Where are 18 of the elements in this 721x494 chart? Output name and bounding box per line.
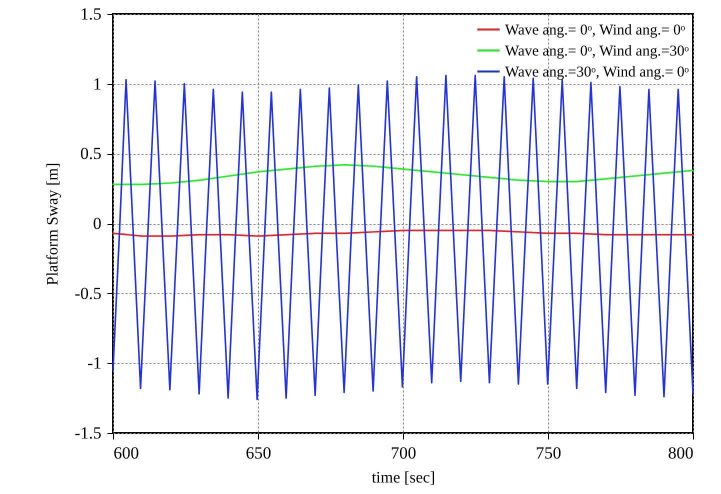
y-tick-label: 1 xyxy=(93,74,102,94)
line-series xyxy=(112,164,694,186)
y-tick-label: 1.5 xyxy=(80,4,102,24)
y-tick-label: 0 xyxy=(93,214,102,233)
x-tick-label: 650 xyxy=(246,444,272,462)
legend-label: Wave ang.= 0ᵒ, Wind ang.= 0ᵒ xyxy=(505,22,686,38)
y-axis-title: Platform Sway [m] xyxy=(44,162,62,286)
x-tick-label: 750 xyxy=(536,444,562,462)
y-tick-label: -1 xyxy=(87,354,102,373)
x-axis-title: time [sec] xyxy=(372,470,436,486)
x-tick-label: 600 xyxy=(114,444,139,462)
y-tick-label: -1.5 xyxy=(74,424,102,442)
y-tick-label: 0.5 xyxy=(80,144,102,164)
x-tick-label: 800 xyxy=(668,444,694,462)
legend-label: Wave ang.=30ᵒ, Wind ang.= 0ᵒ xyxy=(505,64,690,80)
legend-label: Wave ang.= 0ᵒ, Wind ang.=30ᵒ xyxy=(505,44,690,60)
y-tick-label: -0.5 xyxy=(74,284,102,303)
x-tick-label: 700 xyxy=(390,444,416,462)
